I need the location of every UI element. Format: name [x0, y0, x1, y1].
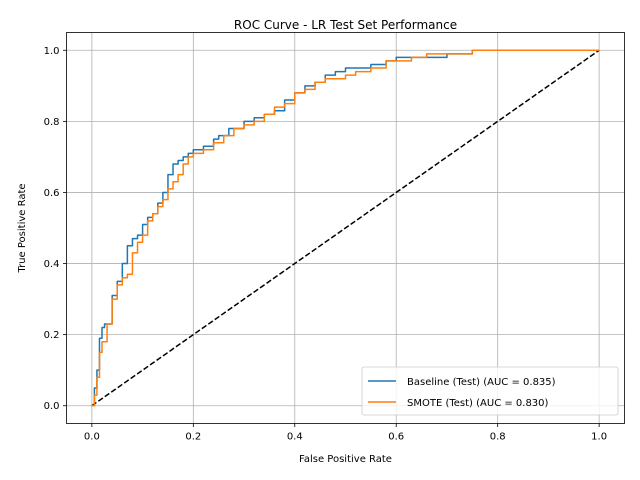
chart-title: ROC Curve - LR Test Set Performance: [234, 18, 457, 32]
legend: Baseline (Test) (AUC = 0.835) SMOTE (Tes…: [361, 366, 619, 416]
x-tick-label: 0.4: [287, 432, 303, 443]
x-tick-label: 0.0: [84, 432, 100, 443]
smote-roc-line: [91, 49, 600, 407]
x-tick-label: 0.2: [185, 432, 201, 443]
y-tick-label: 1.0: [44, 46, 60, 57]
y-tick-label: 0.4: [44, 259, 60, 270]
y-tick-label: 0.6: [44, 188, 60, 199]
x-tick-label: 0.6: [388, 432, 404, 443]
y-tick-label: 0.8: [44, 117, 60, 128]
plot-frame: [66, 32, 625, 424]
x-tick-label: 1.0: [591, 432, 607, 443]
y-tick-label: 0.2: [44, 330, 60, 341]
y-tick-label: 0.0: [44, 401, 60, 412]
series-layer: [91, 49, 600, 407]
chance-diagonal-line: [91, 49, 600, 407]
legend-label-baseline: Baseline (Test) (AUC = 0.835): [407, 377, 556, 388]
legend-label-smote: SMOTE (Test) (AUC = 0.830): [407, 398, 549, 409]
y-axis-label: True Positive Rate: [17, 183, 28, 273]
legend-box: [361, 366, 619, 416]
ticks: 0.0 0.2 0.4 0.6 0.8 1.0 0.0 0.2 0.4 0.6 0.8 1.0: [44, 46, 607, 443]
x-tick-label: 0.8: [490, 432, 506, 443]
baseline-roc-line: [91, 49, 600, 407]
x-axis-label: False Positive Rate: [299, 454, 392, 465]
